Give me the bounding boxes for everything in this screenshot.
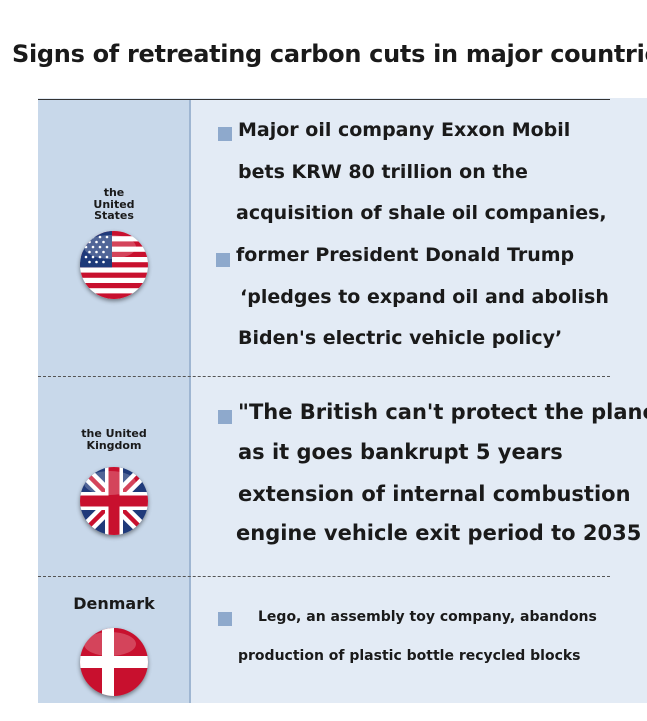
country-label-uk: the United Kingdom bbox=[81, 427, 147, 452]
section-divider-1 bbox=[38, 376, 610, 377]
us-line-6: Biden's electric vehicle policy’ bbox=[238, 327, 563, 349]
us-line-5: ‘pledges to expand oil and abolish bbox=[240, 286, 609, 308]
us-flag-icon bbox=[80, 231, 148, 299]
denmark-line-2: production of plastic bottle recycled bl… bbox=[238, 648, 581, 664]
section-divider-2 bbox=[38, 576, 610, 577]
page-title: Signs of retreating carbon cuts in major… bbox=[12, 40, 647, 68]
uk-line-3: extension of internal combustion bbox=[238, 482, 631, 506]
uk-flag-icon bbox=[80, 467, 148, 535]
bullet-icon bbox=[218, 612, 232, 626]
top-divider bbox=[38, 99, 610, 100]
us-line-2: bets KRW 80 trillion on the bbox=[238, 161, 528, 183]
us-line-1: Major oil company Exxon Mobil bbox=[238, 119, 571, 141]
country-label-us: the United States bbox=[93, 186, 135, 223]
us-line-4: former President Donald Trump bbox=[236, 244, 575, 266]
country-label-denmark: Denmark bbox=[73, 594, 155, 613]
uk-line-2: as it goes bankrupt 5 years bbox=[238, 440, 563, 464]
bullet-icon bbox=[218, 410, 232, 424]
country-sidebar bbox=[38, 100, 191, 703]
denmark-line-1: Lego, an assembly toy company, abandons bbox=[258, 609, 597, 625]
uk-line-1: "The British can't protect the planet bbox=[238, 400, 647, 424]
uk-line-4: engine vehicle exit period to 2035 bbox=[236, 521, 642, 545]
bullet-icon bbox=[218, 127, 232, 141]
us-line-3: acquisition of shale oil companies, bbox=[236, 202, 607, 224]
bullet-icon bbox=[216, 253, 230, 267]
denmark-flag-icon bbox=[80, 628, 148, 696]
